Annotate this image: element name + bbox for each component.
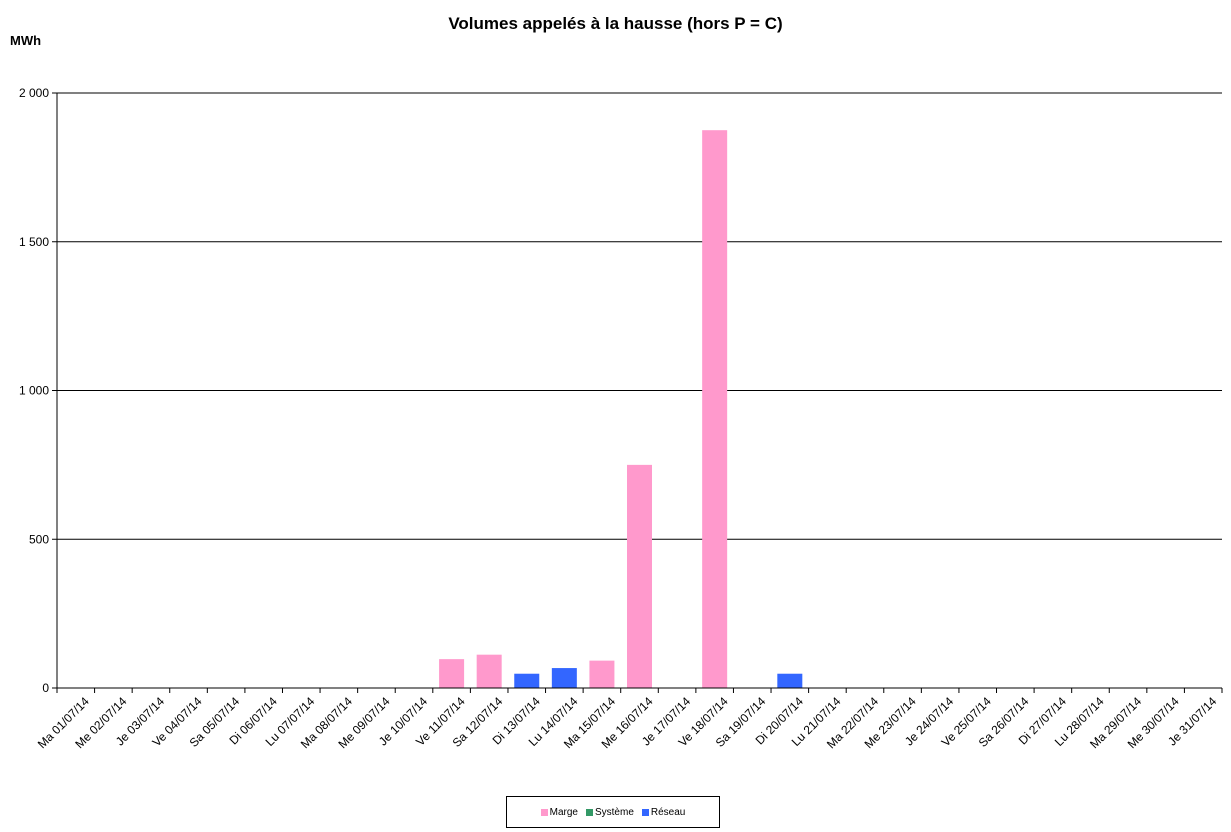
legend-swatch (585, 808, 593, 816)
legend-swatch (641, 808, 649, 816)
y-axis-unit-label: MWh (10, 33, 42, 48)
bar-marge (439, 659, 465, 688)
legend-item: Système (585, 806, 634, 818)
bar-marge (702, 130, 728, 688)
y-tick-label: 500 (29, 532, 49, 546)
legend-item: Marge (540, 806, 578, 818)
bar-réseau (514, 673, 540, 688)
legend: Marge Système Réseau (506, 796, 720, 828)
legend-swatch (540, 808, 548, 816)
y-tick-label: 2 000 (19, 86, 49, 100)
chart-title: Volumes appelés à la hausse (hors P = C) (448, 14, 783, 33)
bar-marge (627, 464, 652, 688)
y-tick-label: 1 500 (19, 235, 49, 249)
bar-réseau (777, 673, 803, 688)
legend-label: Marge (549, 806, 578, 818)
axes (52, 92, 1223, 693)
legend-label: Réseau (650, 806, 686, 818)
bar-réseau (551, 668, 577, 688)
legend-label: Système (594, 806, 634, 818)
y-tick-label: 1 000 (19, 384, 49, 398)
y-tick-label: 0 (42, 681, 49, 695)
legend-item: Réseau (641, 806, 686, 818)
bar-marge (476, 654, 502, 688)
bars (439, 130, 803, 688)
bar-marge (589, 660, 615, 688)
